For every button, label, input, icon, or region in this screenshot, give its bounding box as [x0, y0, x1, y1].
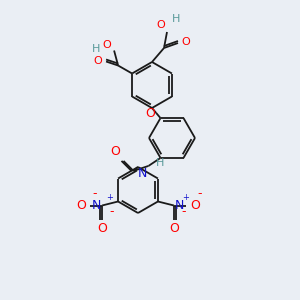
Text: O: O: [76, 199, 86, 212]
Text: O: O: [190, 199, 200, 212]
Text: -: -: [109, 206, 114, 218]
Text: O: O: [169, 223, 179, 236]
Text: N: N: [92, 199, 101, 212]
Text: -: -: [181, 206, 185, 218]
Text: O: O: [93, 56, 102, 65]
Text: H: H: [155, 158, 164, 168]
Text: -: -: [197, 188, 201, 200]
Text: -: -: [92, 188, 97, 200]
Text: O: O: [102, 40, 111, 50]
Text: +: +: [106, 193, 113, 202]
Text: H: H: [92, 44, 100, 55]
Text: O: O: [97, 223, 107, 236]
Text: H: H: [172, 14, 180, 24]
Text: O: O: [146, 106, 155, 119]
Text: N: N: [175, 199, 184, 212]
Text: O: O: [181, 37, 190, 47]
Text: O: O: [111, 145, 121, 158]
Text: +: +: [182, 193, 189, 202]
Text: O: O: [156, 20, 165, 30]
Text: N: N: [138, 167, 148, 180]
